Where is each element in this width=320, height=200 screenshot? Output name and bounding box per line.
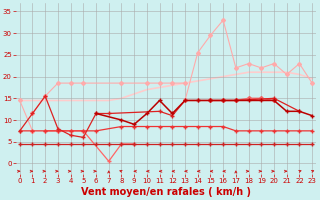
- X-axis label: Vent moyen/en rafales ( km/h ): Vent moyen/en rafales ( km/h ): [81, 187, 251, 197]
